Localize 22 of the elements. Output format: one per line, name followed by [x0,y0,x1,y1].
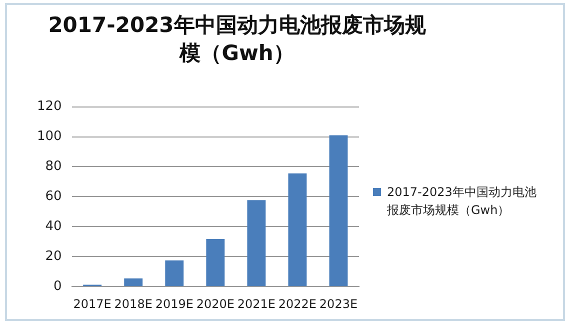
x-tick-label: 2018E [114,296,152,311]
bar [124,278,143,286]
x-tick-label: 2022E [278,296,317,311]
y-tick-label: 100 [36,129,62,144]
bar [288,173,307,286]
bar [247,200,266,286]
y-tick-label: 60 [45,189,62,204]
bar [165,260,184,286]
y-tick-label: 80 [45,159,62,174]
y-tick-label: 40 [45,219,62,234]
bar [329,135,348,286]
x-tick-label: 2020E [196,296,234,311]
x-tick-label: 2021E [237,296,276,311]
x-tick-label: 2023E [319,296,358,311]
x-tick-label: 2019E [155,296,194,311]
legend-label: 2017-2023年中国动力电池报废市场规模（Gwh） [387,184,538,219]
y-tick-label: 0 [54,278,62,294]
y-tick-label: 20 [45,249,62,264]
y-tick-label: 120 [36,99,62,114]
bar [206,238,225,286]
x-tick-label: 2017E [73,296,112,311]
chart-title: 2017-2023年中国动力电池报废市场规模（Gwh） [47,12,427,67]
